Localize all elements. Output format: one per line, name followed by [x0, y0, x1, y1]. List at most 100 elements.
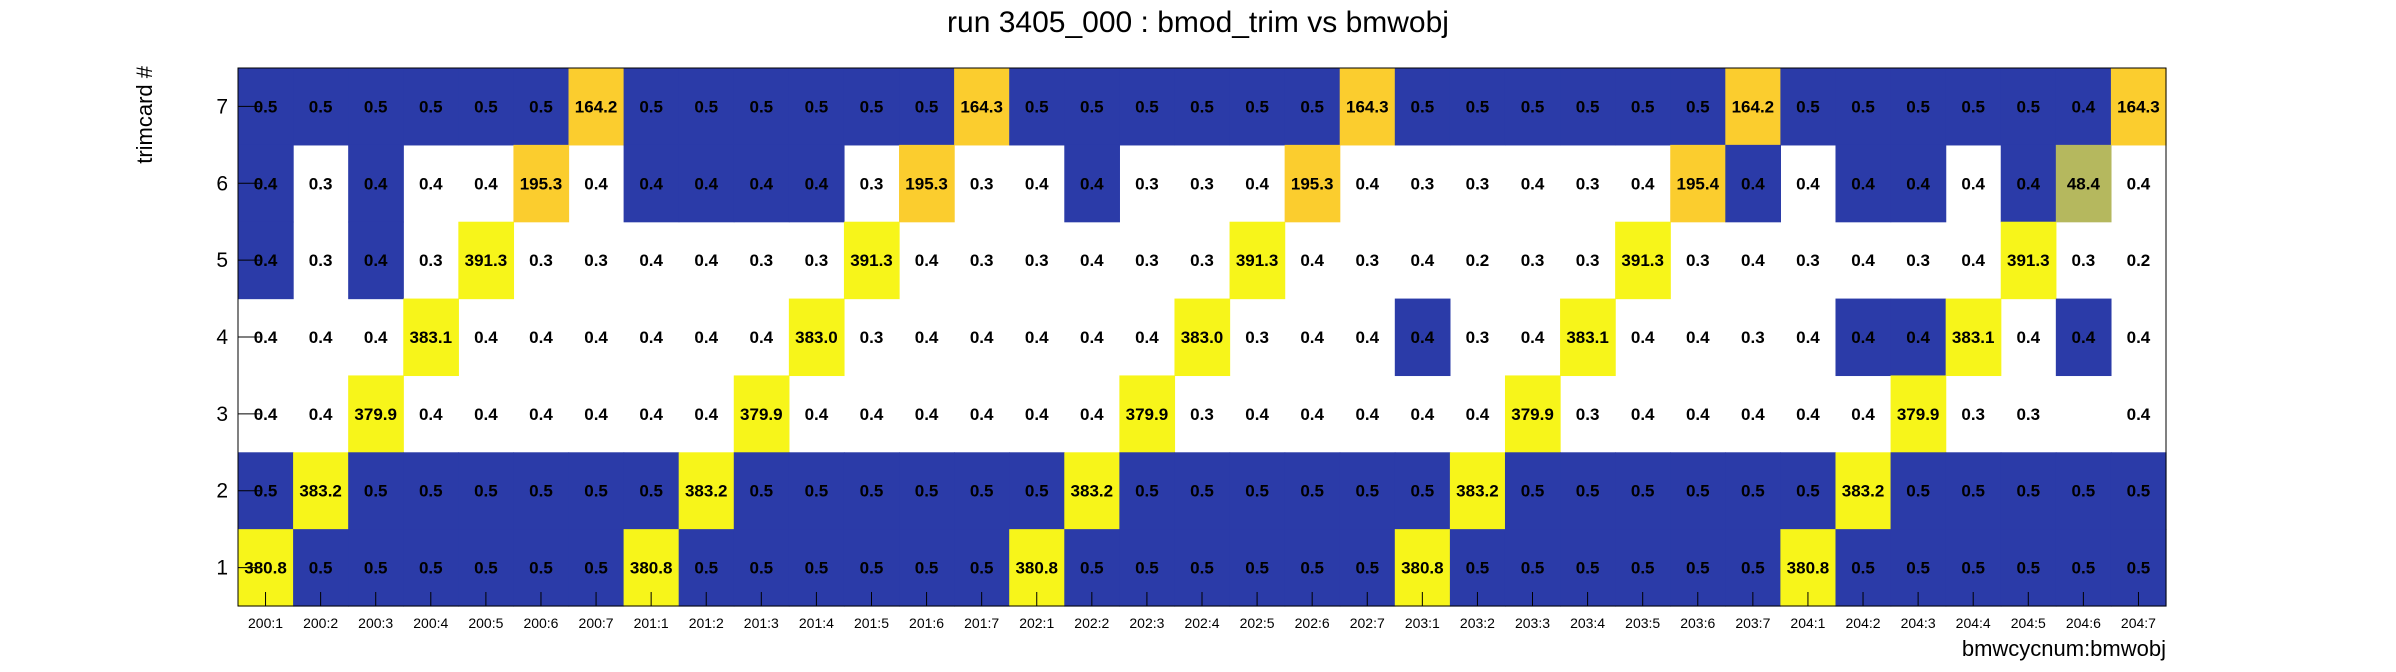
- cell-value-label: 0.4: [1851, 174, 1875, 193]
- heatmap-cell: [1504, 452, 1561, 530]
- heatmap-cell: [623, 452, 680, 530]
- cell-value-label: 383.2: [1842, 482, 1885, 501]
- cell-value-label: 195.4: [1676, 174, 1719, 193]
- cell-value-label: 0.3: [1190, 174, 1214, 193]
- heatmap-cell: [293, 68, 349, 146]
- cell-value-label: 0.4: [254, 405, 278, 424]
- heatmap-cell: [348, 221, 404, 300]
- cell-value-label: 0.4: [254, 174, 278, 193]
- cell-value-label: 379.9: [1511, 405, 1554, 424]
- cell-value-label: 0.4: [1631, 174, 1655, 193]
- x-tick-label: 202:4: [1184, 615, 1219, 631]
- cell-value-label: 0.4: [1245, 174, 1269, 193]
- cell-value-label: 391.3: [465, 251, 508, 270]
- cell-value-label: 0.4: [1355, 174, 1379, 193]
- heatmap-cell: [1284, 68, 1341, 146]
- cell-value-label: 0.5: [970, 482, 994, 501]
- cell-value-label: 0.5: [639, 482, 663, 501]
- cell-value-label: 0.4: [749, 174, 773, 193]
- cell-value-label: 0.4: [1411, 405, 1435, 424]
- cell-value-label: 0.5: [474, 97, 498, 116]
- cell-value-label: 0.3: [419, 251, 443, 270]
- heatmap-cell: [1229, 452, 1286, 530]
- heatmap-cell: [513, 144, 570, 223]
- cell-value-label: 0.4: [1961, 251, 1985, 270]
- heatmap-cell: [568, 68, 625, 146]
- cell-value-label: 0.5: [1521, 559, 1545, 578]
- cell-value-label: 0.5: [309, 559, 333, 578]
- cell-value-label: 0.5: [584, 482, 608, 501]
- heatmap-cell: [1394, 298, 1451, 377]
- x-tick-label: 200:1: [248, 615, 283, 631]
- cell-value-label: 0.5: [915, 559, 939, 578]
- cell-value-label: 0.5: [2072, 482, 2096, 501]
- cell-value-label: 0.5: [1025, 97, 1049, 116]
- heatmap-cell: [2110, 68, 2167, 146]
- cell-value-label: 0.5: [1190, 482, 1214, 501]
- cell-value-label: 383.2: [1071, 482, 1114, 501]
- cell-value-label: 383.2: [1456, 482, 1499, 501]
- x-tick-label: 200:5: [468, 615, 503, 631]
- cell-value-label: 0.4: [1796, 328, 1820, 347]
- cell-value-label: 0.5: [749, 559, 773, 578]
- x-tick-label: 203:1: [1405, 615, 1440, 631]
- cell-value-label: 164.2: [575, 97, 618, 116]
- heatmap-cell: [1835, 144, 1892, 223]
- cell-value-label: 0.4: [2072, 97, 2096, 116]
- x-tick-label: 202:7: [1350, 615, 1385, 631]
- cell-value-label: 0.5: [1686, 559, 1710, 578]
- heatmap-cell: [1504, 68, 1561, 146]
- cell-value-label: 0.3: [1576, 251, 1600, 270]
- heatmap-cell: [1725, 144, 1781, 223]
- cell-value-label: 0.4: [529, 405, 553, 424]
- cell-value-label: 0.3: [1466, 174, 1490, 193]
- cell-value-label: 0.5: [1466, 97, 1490, 116]
- heatmap-cell: [348, 375, 404, 453]
- heatmap-cell: [1615, 68, 1671, 146]
- cell-value-label: 0.4: [584, 174, 608, 193]
- cell-value-label: 0.4: [1355, 405, 1379, 424]
- cell-value-label: 0.4: [1631, 405, 1655, 424]
- x-tick-label: 200:7: [579, 615, 614, 631]
- y-tick-label: 5: [216, 249, 228, 272]
- cell-value-label: 0.5: [419, 559, 443, 578]
- x-axis-title: bmwcycnum:bmwobj: [1962, 636, 2166, 661]
- cell-value-label: 0.4: [1741, 405, 1765, 424]
- cell-value-label: 0.5: [1631, 559, 1655, 578]
- heatmap-cell: [1890, 68, 1947, 146]
- cell-value-label: 0.4: [254, 251, 278, 270]
- cell-value-label: 0.5: [2016, 559, 2040, 578]
- heatmap-cell: [348, 68, 404, 146]
- cell-value-label: 0.4: [639, 251, 663, 270]
- cell-value-label: 379.9: [1897, 405, 1940, 424]
- heatmap-cell: [1449, 452, 1506, 530]
- cell-value-label: 0.4: [474, 174, 498, 193]
- heatmap-cell: [843, 68, 900, 146]
- heatmap-cell: [1560, 298, 1616, 377]
- heatmap-cell: [2110, 452, 2167, 530]
- cell-value-label: 0.4: [970, 405, 994, 424]
- cell-value-label: 0.5: [1300, 482, 1324, 501]
- cell-value-label: 0.5: [1741, 559, 1765, 578]
- cell-value-label: 0.4: [309, 328, 333, 347]
- cell-value-label: 0.4: [1025, 328, 1049, 347]
- cell-value-label: 0.5: [1355, 482, 1379, 501]
- y-tick-label: 3: [216, 403, 228, 426]
- cell-value-label: 0.5: [1576, 559, 1600, 578]
- heatmap-cell: [1890, 452, 1947, 530]
- cell-value-label: 0.5: [749, 482, 773, 501]
- cell-value-label: 380.8: [244, 559, 287, 578]
- cell-value-label: 0.4: [1025, 174, 1049, 193]
- heatmap-cell: [1119, 452, 1176, 530]
- heatmap-cell: [733, 144, 790, 223]
- heatmap-cell: [678, 144, 735, 223]
- cell-value-label: 0.3: [1521, 251, 1545, 270]
- heatmap-cell: [513, 452, 570, 530]
- cell-value-label: 0.4: [1300, 328, 1324, 347]
- cell-value-label: 379.9: [740, 405, 783, 424]
- x-tick-label: 201:7: [964, 615, 999, 631]
- cell-value-label: 0.5: [1080, 559, 1104, 578]
- heatmap-cell: [1560, 68, 1616, 146]
- cell-value-label: 0.4: [1906, 174, 1930, 193]
- heatmap-cell: [568, 452, 625, 530]
